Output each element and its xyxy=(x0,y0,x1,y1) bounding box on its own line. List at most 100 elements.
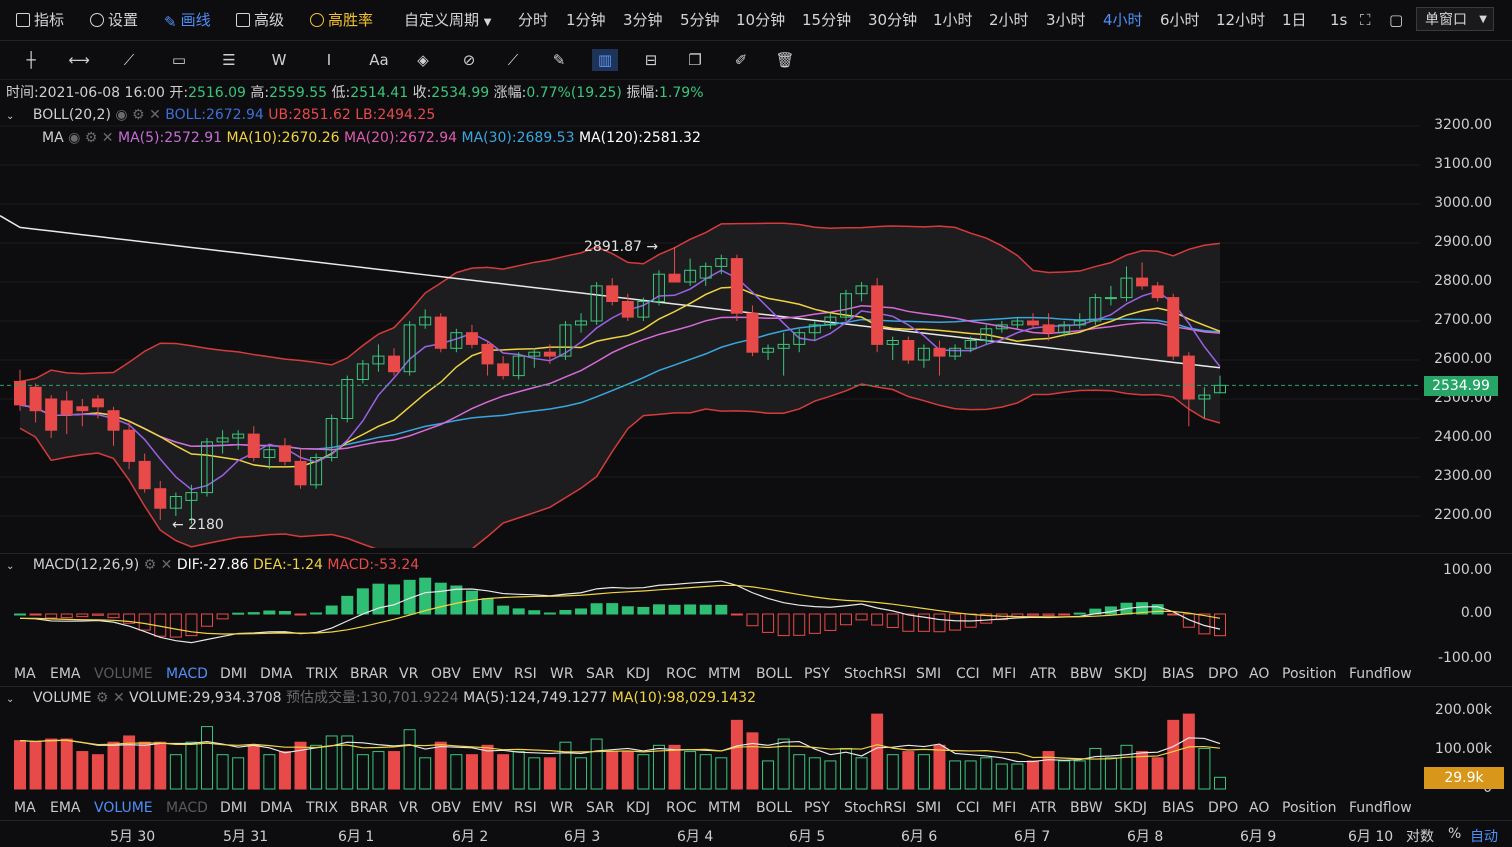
indicators-button[interactable]: 指标 xyxy=(16,10,64,30)
trend-line-tool-icon[interactable]: ⟋ xyxy=(123,51,135,69)
indicator-tab[interactable]: Position xyxy=(1282,666,1337,682)
indicator-tab[interactable]: EMA xyxy=(50,800,81,816)
candle-tool-icon[interactable]: ▥ xyxy=(592,49,618,71)
indicator-tab[interactable]: DMI xyxy=(220,666,247,682)
horizontal-line-tool-icon[interactable]: ⟷ xyxy=(68,51,90,69)
indicator-tab[interactable]: SMI xyxy=(916,800,942,816)
indicator-tab[interactable]: TRIX xyxy=(306,800,338,816)
collapse-icon[interactable]: ⌄ xyxy=(6,111,15,122)
advanced-button[interactable]: 高级 xyxy=(236,10,284,30)
indicator-tab[interactable]: ROC xyxy=(666,800,697,816)
period-12[interactable]: 12小时 xyxy=(1216,11,1266,29)
indicator-tab[interactable]: BOLL xyxy=(756,800,792,816)
indicator-tab[interactable]: MACD xyxy=(166,800,208,816)
close-icon[interactable]: ✕ xyxy=(101,130,114,146)
indicator-tab[interactable]: TRIX xyxy=(306,666,338,682)
close-icon[interactable]: ✕ xyxy=(112,690,125,706)
custom-period-dropdown[interactable]: 自定义周期 ▼ xyxy=(404,11,492,29)
period-5[interactable]: 15分钟 xyxy=(802,11,852,29)
eye-icon[interactable]: ◉ xyxy=(68,130,81,146)
period-2[interactable]: 3分钟 xyxy=(623,11,663,29)
collapse-icon[interactable]: ⌄ xyxy=(6,561,15,572)
screenshot-icon[interactable]: ▢ xyxy=(1389,11,1404,29)
fullscreen-icon[interactable]: ⛶ xyxy=(1360,11,1371,29)
indicator-tab[interactable]: BIAS xyxy=(1162,666,1195,682)
rectangle-tool-icon[interactable]: ▭ xyxy=(171,51,187,69)
indicator-tab[interactable]: VR xyxy=(399,800,419,816)
period-6[interactable]: 30分钟 xyxy=(868,11,918,29)
indicator-tab[interactable]: DMA xyxy=(260,666,293,682)
indicator-tab[interactable]: SMI xyxy=(916,666,942,682)
eye-icon[interactable]: ◉ xyxy=(115,107,128,123)
indicator-tab[interactable]: BBW xyxy=(1070,666,1103,682)
crosshair-tool-icon[interactable]: ┼ xyxy=(26,51,36,69)
parallel-lines-tool-icon[interactable]: ☰ xyxy=(222,51,236,69)
indicator-tab[interactable]: SAR xyxy=(586,800,615,816)
indicator-tab[interactable]: MACD xyxy=(166,666,208,682)
indicator-tab[interactable]: SKDJ xyxy=(1114,666,1147,682)
indicator-tab[interactable]: MFI xyxy=(992,800,1017,816)
auto-scale-toggle[interactable]: 自动 xyxy=(1470,829,1498,845)
macd-chart[interactable] xyxy=(0,556,1420,666)
indicator-tab[interactable]: VOLUME xyxy=(94,666,153,682)
sec-button[interactable]: 1s xyxy=(1330,11,1348,29)
indicator-tab[interactable]: PSY xyxy=(804,666,830,682)
fibonacci-tool-icon[interactable]: Ⅰ xyxy=(326,51,332,69)
indicator-tab[interactable]: DPO xyxy=(1208,666,1239,682)
ruler-tool-icon[interactable]: ⟋ xyxy=(507,51,519,69)
indicator-tab[interactable]: WR xyxy=(550,666,574,682)
indicator-tab[interactable]: MTM xyxy=(708,800,741,816)
indicator-tab[interactable]: ROC xyxy=(666,666,697,682)
gear-icon[interactable]: ⚙ xyxy=(84,130,98,146)
period-4[interactable]: 10分钟 xyxy=(736,11,786,29)
edit-tool-icon[interactable]: ✐ xyxy=(734,51,748,69)
close-icon[interactable]: ✕ xyxy=(160,557,173,573)
log-scale-toggle[interactable]: 对数 xyxy=(1406,829,1434,845)
indicator-tab[interactable]: PSY xyxy=(804,800,830,816)
indicator-tab[interactable]: Fundflow xyxy=(1349,666,1412,682)
indicator-tab[interactable]: DMA xyxy=(260,800,293,816)
indicator-tab[interactable]: KDJ xyxy=(626,666,651,682)
percent-scale-toggle[interactable]: % xyxy=(1448,826,1462,842)
indicator-tab[interactable]: RSI xyxy=(514,800,537,816)
indicator-tab[interactable]: MFI xyxy=(992,666,1017,682)
indicator-tab[interactable]: EMV xyxy=(472,800,503,816)
indicator-tab[interactable]: VR xyxy=(399,666,419,682)
indicator-tab[interactable]: SAR xyxy=(586,666,615,682)
draw-button[interactable]: ✎ 画线 xyxy=(164,11,211,31)
close-icon[interactable]: ✕ xyxy=(149,107,161,123)
indicator-tab[interactable]: RSI xyxy=(514,666,537,682)
period-0[interactable]: 分时 xyxy=(518,11,549,29)
brush-tool-icon[interactable]: ✎ xyxy=(552,51,566,69)
indicator-tab[interactable]: OBV xyxy=(431,666,461,682)
indicator-tab[interactable]: AO xyxy=(1249,666,1270,682)
period-13[interactable]: 1日 xyxy=(1282,11,1307,29)
volume-chart[interactable] xyxy=(0,690,1420,800)
indicator-tab[interactable]: MTM xyxy=(708,666,741,682)
indicator-tab[interactable]: StochRSI xyxy=(844,800,907,816)
indicator-tab[interactable]: CCI xyxy=(956,666,980,682)
indicator-tab[interactable]: BBW xyxy=(1070,800,1103,816)
indicator-tab[interactable]: BIAS xyxy=(1162,800,1195,816)
indicator-tab[interactable]: ATR xyxy=(1030,666,1057,682)
window-mode-select[interactable]: 单窗口 ▼ xyxy=(1416,7,1494,31)
indicator-tab[interactable]: Fundflow xyxy=(1349,800,1412,816)
indicator-tab[interactable]: ATR xyxy=(1030,800,1057,816)
indicator-tab[interactable]: OBV xyxy=(431,800,461,816)
indicator-tab[interactable]: CCI xyxy=(956,800,980,816)
indicator-tab[interactable]: VOLUME xyxy=(94,800,153,816)
settings-button[interactable]: 设置 xyxy=(90,10,138,30)
indicator-tab[interactable]: StochRSI xyxy=(844,666,907,682)
period-11[interactable]: 6小时 xyxy=(1160,11,1200,29)
text-tool-icon[interactable]: Aa xyxy=(369,51,389,69)
period-8[interactable]: 2小时 xyxy=(989,11,1029,29)
indicator-tab[interactable]: BRAR xyxy=(350,800,389,816)
gear-icon[interactable]: ⚙ xyxy=(95,690,109,706)
copy-tool-icon[interactable]: ❐ xyxy=(688,51,702,69)
magnet-tool-icon[interactable]: ◈ xyxy=(417,51,429,69)
indicator-tab[interactable]: EMA xyxy=(50,666,81,682)
indicator-tab[interactable]: DPO xyxy=(1208,800,1239,816)
price-chart[interactable]: 2891.87 → ← 2180 xyxy=(0,108,1420,548)
gear-icon[interactable]: ⚙ xyxy=(132,107,145,123)
period-1[interactable]: 1分钟 xyxy=(566,11,606,29)
